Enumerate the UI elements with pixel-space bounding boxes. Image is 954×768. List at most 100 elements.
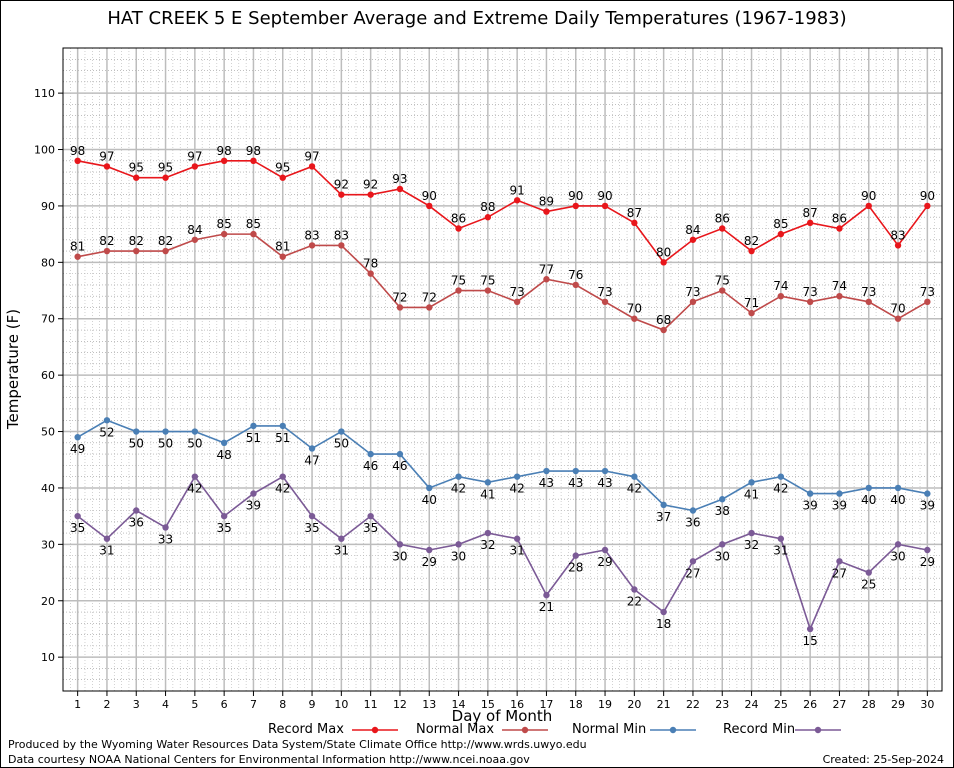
data-label: 78	[363, 257, 378, 271]
data-label: 39	[920, 499, 935, 513]
data-label: 52	[99, 425, 114, 439]
legend-swatch-normal-max	[502, 726, 548, 734]
data-point	[513, 535, 521, 542]
data-label: 30	[451, 549, 466, 563]
data-label: 86	[451, 211, 466, 225]
data-label: 40	[422, 493, 437, 507]
data-point	[338, 242, 345, 249]
data-label: 50	[187, 437, 202, 451]
data-label: 43	[597, 476, 612, 490]
x-tick-label: 11	[364, 698, 378, 711]
data-point	[777, 230, 785, 238]
data-point	[426, 304, 433, 311]
data-point	[689, 298, 697, 306]
data-label: 29	[920, 555, 935, 569]
legend-swatch-record-max	[352, 726, 398, 734]
y-tick-label: 30	[41, 538, 55, 551]
x-tick-label: 9	[309, 698, 316, 711]
data-point	[601, 202, 609, 210]
x-tick-label: 28	[862, 698, 876, 711]
data-point	[250, 230, 257, 238]
data-point	[484, 287, 492, 294]
data-point	[719, 287, 726, 294]
data-point	[513, 473, 521, 480]
data-label: 42	[275, 482, 290, 496]
data-point	[806, 298, 814, 306]
data-point	[924, 490, 931, 497]
data-point	[924, 546, 931, 554]
data-label: 81	[275, 240, 290, 254]
data-label: 37	[656, 510, 671, 524]
data-point	[748, 247, 755, 255]
data-label: 73	[685, 285, 700, 299]
y-tick-label: 50	[41, 426, 55, 439]
x-tick-label: 27	[832, 698, 846, 711]
data-label: 74	[832, 279, 847, 293]
data-label: 36	[685, 516, 700, 530]
data-label: 83	[304, 228, 319, 242]
data-point	[308, 242, 316, 249]
data-point	[719, 541, 726, 548]
data-point	[894, 315, 902, 322]
data-point	[631, 315, 638, 322]
data-label: 97	[304, 149, 319, 163]
data-label: 40	[861, 493, 876, 507]
data-label: 29	[422, 555, 437, 569]
footer-created: Created: 25-Sep-2024	[822, 753, 944, 766]
data-label: 50	[334, 437, 349, 451]
data-point	[660, 501, 667, 509]
data-label: 73	[510, 285, 525, 299]
data-point	[777, 473, 785, 480]
data-point	[396, 450, 404, 458]
data-point	[162, 247, 169, 255]
x-tick-label: 17	[539, 698, 553, 711]
data-point	[513, 197, 521, 204]
y-tick-label: 100	[34, 144, 55, 157]
data-point	[426, 202, 433, 210]
data-point	[719, 225, 726, 232]
data-point	[572, 202, 579, 210]
data-label: 70	[627, 302, 642, 316]
data-point	[777, 292, 785, 300]
data-point	[572, 552, 579, 559]
data-label: 15	[803, 634, 818, 648]
series-line	[77, 233, 928, 331]
data-point	[865, 484, 872, 492]
y-tick-label: 110	[34, 87, 55, 100]
data-label: 30	[890, 549, 905, 563]
data-label: 33	[158, 532, 173, 546]
data-point	[631, 473, 638, 480]
data-point	[250, 157, 257, 165]
data-point	[250, 422, 257, 430]
data-point	[865, 569, 872, 576]
y-tick-label: 10	[41, 651, 55, 664]
data-label: 18	[656, 617, 671, 631]
data-label: 85	[217, 217, 232, 231]
y-tick-label: 80	[41, 256, 55, 269]
data-label: 49	[70, 442, 85, 456]
data-point	[367, 450, 374, 458]
data-point	[338, 535, 345, 542]
x-tick-label: 20	[627, 698, 641, 711]
data-point	[660, 259, 667, 266]
x-tick-label: 19	[598, 698, 612, 711]
plot-border	[62, 47, 943, 692]
data-point	[162, 174, 169, 181]
data-label: 71	[744, 296, 759, 310]
x-tick-label: 13	[422, 698, 436, 711]
footer-produced-by: Produced by the Wyoming Water Resources …	[8, 738, 587, 751]
x-tick-label: 18	[569, 698, 583, 711]
data-label: 77	[539, 262, 554, 276]
data-point	[191, 473, 199, 480]
data-point	[279, 422, 286, 430]
data-label: 98	[217, 144, 232, 158]
data-point	[543, 276, 550, 283]
legend-marker	[814, 726, 822, 734]
data-label: 41	[480, 487, 495, 501]
data-point	[543, 208, 550, 215]
data-label: 27	[832, 566, 847, 580]
data-point	[133, 174, 140, 181]
data-point	[133, 507, 140, 514]
data-label: 84	[685, 223, 700, 237]
x-tick-label: 16	[510, 698, 524, 711]
